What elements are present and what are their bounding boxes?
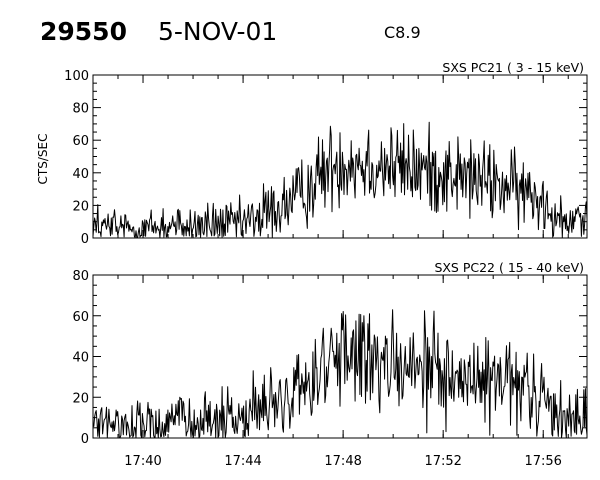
x-tick-label: 17:40 (124, 454, 161, 469)
panel-title-pc21: SXS PC21 ( 3 - 15 keV) (442, 60, 584, 75)
x-tick-label: 17:44 (224, 454, 261, 469)
y-tick-label: 60 (72, 134, 89, 149)
y-tick-label: 20 (72, 199, 89, 214)
y-tick-label: 0 (81, 232, 89, 247)
panel-title-pc22: SXS PC22 ( 15 - 40 keV) (434, 260, 584, 275)
x-tick-label: 17:48 (324, 454, 361, 469)
y-tick-label: 80 (72, 269, 89, 284)
plot-frame (92, 274, 588, 439)
data-series-line (92, 121, 588, 239)
y-tick-label: 60 (72, 310, 89, 325)
event-id: 29550 (40, 17, 127, 46)
y-tick-label: 40 (72, 167, 89, 182)
y-tick-label: 100 (64, 69, 89, 84)
x-tick-label: 17:56 (524, 454, 561, 469)
y-axis-label: CTS/SEC (36, 134, 50, 185)
panel-pc22: SXS PC22 ( 15 - 40 keV) 0 20 40 60 80 17:40 17… (72, 260, 588, 469)
data-series-line (92, 309, 588, 439)
x-tick-label: 17:52 (424, 454, 461, 469)
goes-class: C8.9 (384, 23, 421, 42)
panel-pc21: SXS PC21 ( 3 - 15 keV) CTS/SEC 0 20 40 60 80… (36, 60, 588, 247)
y-tick-label: 20 (72, 391, 89, 406)
y-tick-label: 80 (72, 102, 89, 117)
y-tick-label: 40 (72, 351, 89, 366)
event-date: 5-NOV-01 (158, 17, 277, 46)
y-tick-label: 0 (81, 432, 89, 447)
